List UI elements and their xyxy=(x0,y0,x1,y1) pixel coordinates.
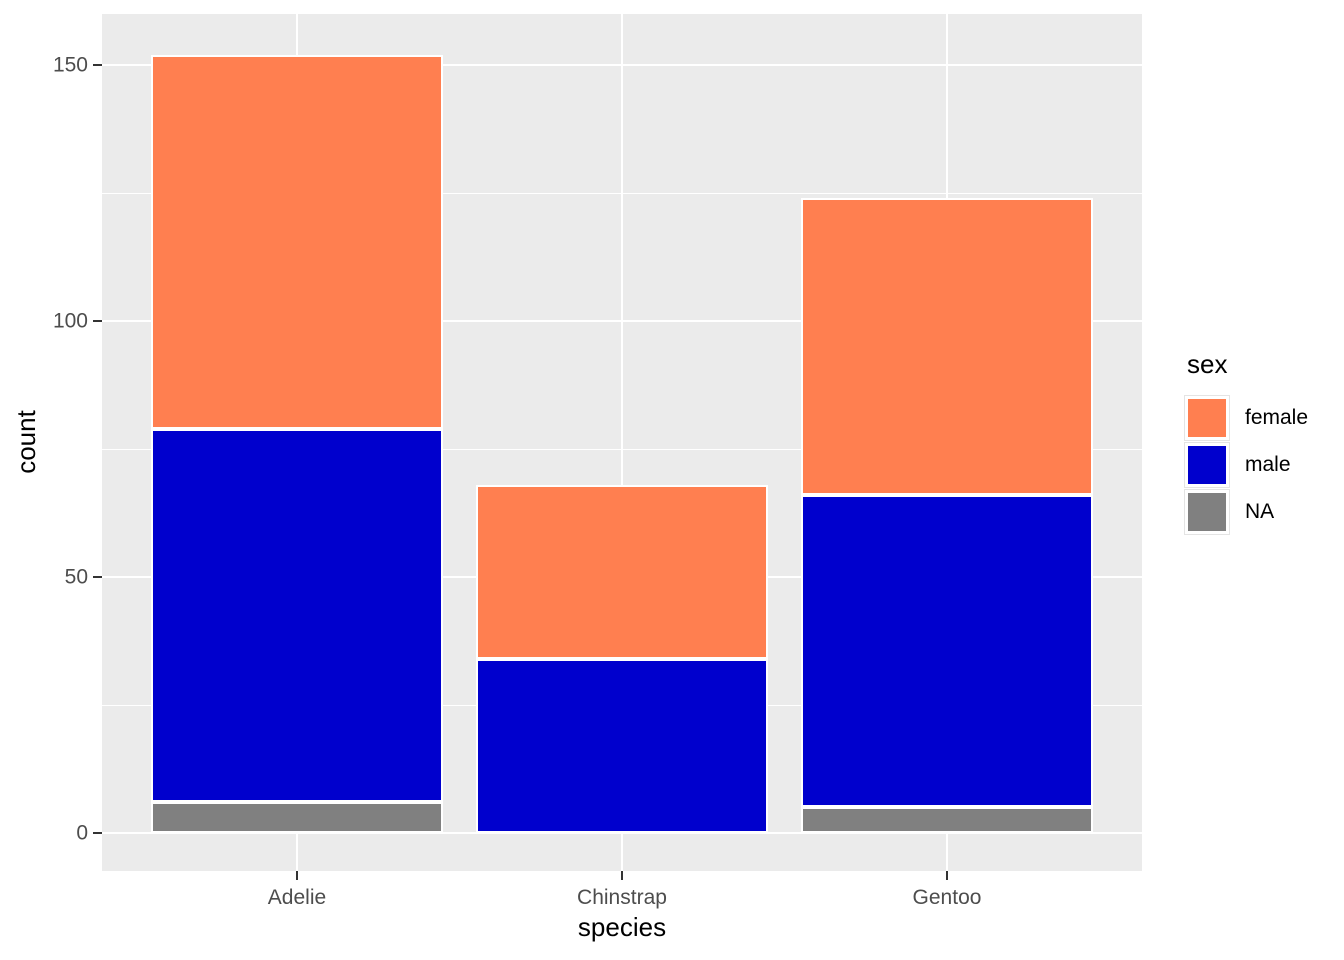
bar-segment-adelie-male xyxy=(150,428,444,803)
bar-segment-chinstrap-male xyxy=(475,658,769,833)
legend-item-na: NA xyxy=(1185,489,1343,534)
x-tick-mark xyxy=(621,871,623,880)
x-tick-mark xyxy=(946,871,948,880)
x-axis-title: species xyxy=(577,912,667,942)
legend-items: female male NA xyxy=(1185,395,1343,534)
legend-swatch-male xyxy=(1188,445,1226,484)
legend-title: sex xyxy=(1187,349,1228,379)
legend: sex female male NA xyxy=(1185,350,1343,537)
bar-segment-adelie-female xyxy=(150,54,444,429)
x-tick-label-chinstrap: Chinstrap xyxy=(577,886,667,909)
legend-swatch-female xyxy=(1188,398,1226,437)
y-tick-label: 50 xyxy=(64,565,88,589)
y-tick-mark xyxy=(93,576,102,579)
x-tick-label-adelie: Adelie xyxy=(267,886,327,909)
y-tick-label: 100 xyxy=(52,309,88,333)
y-tick-label: 0 xyxy=(76,821,88,845)
x-tick-mark xyxy=(296,871,298,880)
legend-item-male: male xyxy=(1185,442,1343,487)
bar-segment-gentoo-female xyxy=(800,198,1094,496)
legend-label: male xyxy=(1245,453,1291,477)
legend-label: NA xyxy=(1245,500,1275,524)
bar-segment-gentoo-male xyxy=(800,495,1094,808)
legend-swatch-na xyxy=(1188,492,1226,531)
y-tick-label: 150 xyxy=(52,53,88,77)
legend-key xyxy=(1185,489,1229,534)
bar-segment-adelie-na xyxy=(150,802,444,833)
legend-key xyxy=(1185,395,1229,440)
bar-segment-gentoo-na xyxy=(800,807,1094,833)
x-gridline-major xyxy=(621,14,623,871)
plot-panel xyxy=(102,14,1142,871)
y-tick-mark xyxy=(93,320,102,323)
y-tick-mark xyxy=(93,64,102,67)
y-axis-title: count xyxy=(11,410,41,474)
x-tick-label-gentoo: Gentoo xyxy=(912,886,982,909)
y-tick-mark xyxy=(93,832,102,834)
bar-segment-chinstrap-female xyxy=(475,484,769,659)
legend-item-female: female xyxy=(1185,395,1343,440)
legend-label: female xyxy=(1245,406,1309,430)
legend-key xyxy=(1185,442,1229,487)
